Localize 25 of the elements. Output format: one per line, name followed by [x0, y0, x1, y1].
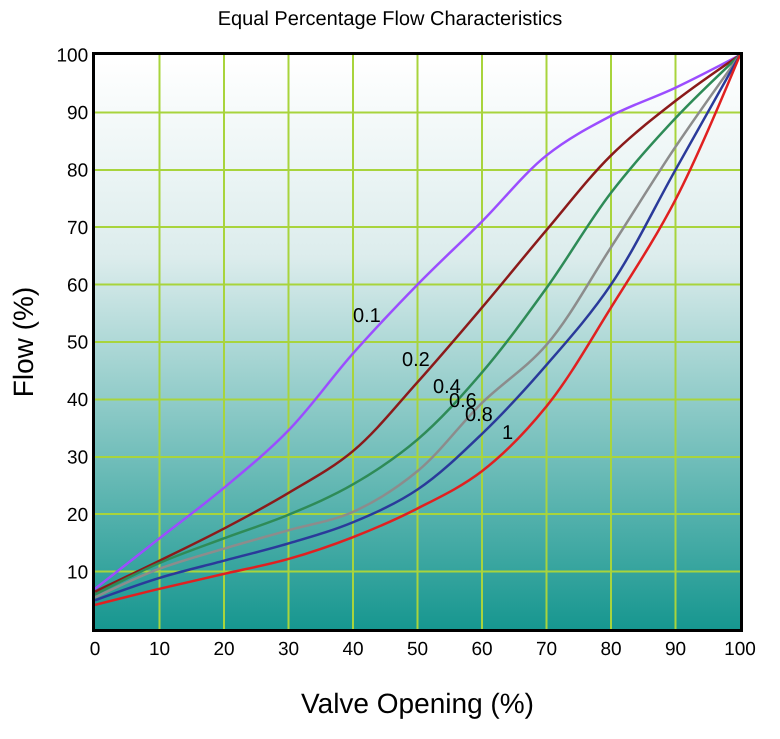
y-axis-title: Flow (%): [8, 286, 40, 398]
x-tick-label: 30: [278, 638, 300, 660]
x-tick-label: 10: [148, 638, 170, 660]
x-tick-label: 20: [213, 638, 235, 660]
x-tick-label: 60: [471, 638, 493, 660]
y-tick-label: 20: [67, 504, 88, 526]
y-tick-label: 80: [67, 160, 88, 182]
y-tick-label: 30: [67, 447, 88, 468]
x-tick-label: 100: [724, 638, 756, 660]
y-tick-label: 70: [67, 218, 88, 239]
x-tick-label: 0: [90, 638, 100, 660]
y-tick-label: 90: [67, 103, 88, 124]
y-tick-label: 50: [67, 332, 88, 354]
y-tick-label: 10: [67, 562, 88, 584]
y-tick-label: 60: [67, 275, 88, 296]
x-axis-title: Valve Opening (%): [301, 688, 534, 719]
chart-title: Equal Percentage Flow Characteristics: [218, 8, 562, 30]
x-tick-label: 90: [664, 638, 686, 660]
series-label: 1: [502, 422, 514, 444]
y-tick-label: 40: [67, 390, 88, 412]
x-tick-label: 80: [600, 638, 622, 660]
x-tick-label: 50: [406, 638, 428, 660]
y-tick-label: 100: [56, 46, 88, 67]
x-tick-label: 40: [342, 638, 364, 660]
x-tick-label: 70: [536, 638, 558, 660]
